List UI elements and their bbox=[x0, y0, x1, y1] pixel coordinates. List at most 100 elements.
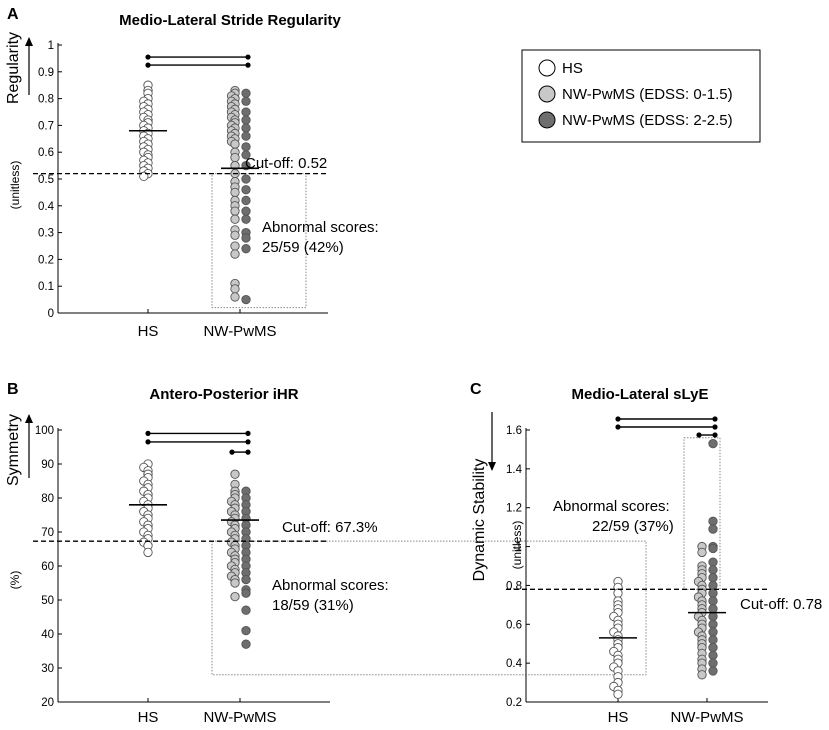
data-point bbox=[613, 689, 623, 699]
data-point bbox=[241, 206, 251, 216]
y-tick-label: 1 bbox=[516, 542, 522, 554]
panel-b: B Antero-Posterior iHR 20 30 40 50 60 70 80 90 100… bbox=[5, 381, 647, 726]
chart-title: Antero-Posterior iHR bbox=[149, 386, 298, 403]
x-category-label: NW-PwMS bbox=[203, 323, 276, 340]
legend-label-hs: HS bbox=[562, 60, 583, 77]
y-axis-unit: (unitless) bbox=[8, 161, 22, 210]
data-point bbox=[708, 524, 718, 534]
y-axis-label: Regularity bbox=[5, 32, 22, 104]
data-point bbox=[230, 139, 240, 149]
significance-bracket-end bbox=[245, 430, 251, 436]
y-tick-label: 60 bbox=[41, 561, 54, 573]
direction-arrow-head bbox=[488, 462, 496, 471]
significance-bracket-end bbox=[712, 432, 718, 438]
data-point bbox=[241, 233, 251, 243]
significance-bracket-end bbox=[615, 424, 621, 430]
abnormal-scores-label: Abnormal scores: bbox=[262, 219, 379, 236]
data-point bbox=[241, 115, 251, 125]
y-tick-label: 0.8 bbox=[506, 580, 522, 592]
data-point bbox=[241, 294, 251, 305]
significance-bracket-end bbox=[712, 416, 718, 422]
chart-title: Medio-Lateral Stride Regularity bbox=[119, 12, 341, 29]
x-category-label: HS bbox=[138, 323, 159, 340]
panel-c: C Medio-Lateral sLyE 0.2 0.4 0.6 0.8 1 1.2 1.4 1.… bbox=[470, 381, 822, 726]
legend-label-edss-high: NW-PwMS (EDSS: 2-2.5) bbox=[562, 112, 733, 129]
abnormal-scores-label: Abnormal scores: bbox=[553, 498, 670, 515]
data-point bbox=[241, 142, 251, 152]
significance-bracket-end bbox=[245, 449, 251, 455]
data-point bbox=[708, 573, 718, 583]
data-point bbox=[241, 107, 251, 117]
y-tick-label: 0.7 bbox=[38, 120, 54, 132]
data-point bbox=[241, 195, 251, 206]
data-point bbox=[230, 591, 240, 602]
data-point bbox=[708, 543, 718, 554]
x-category-label: NW-PwMS bbox=[670, 709, 743, 725]
data-point bbox=[241, 131, 251, 141]
data-point bbox=[241, 588, 251, 598]
data-point bbox=[241, 123, 251, 133]
data-point bbox=[230, 241, 240, 251]
y-tick-label: 0.3 bbox=[38, 228, 54, 240]
y-axis-unit: (unitless) bbox=[510, 521, 524, 570]
data-point bbox=[708, 619, 718, 629]
abnormal-scores-label: Abnormal scores: bbox=[272, 577, 389, 594]
data-point bbox=[241, 88, 251, 98]
panel-letter: A bbox=[7, 6, 19, 23]
panel-letter: B bbox=[7, 381, 19, 398]
y-tick-label: 50 bbox=[41, 595, 54, 607]
data-point bbox=[241, 96, 251, 106]
data-point bbox=[230, 249, 240, 259]
data-point bbox=[613, 588, 623, 598]
y-tick-label: 1.2 bbox=[506, 503, 522, 515]
data-point bbox=[708, 438, 718, 449]
data-point bbox=[230, 578, 240, 588]
y-tick-label: 0.4 bbox=[38, 201, 55, 213]
y-axis-unit: (%) bbox=[8, 571, 22, 590]
y-tick-label: 0.2 bbox=[38, 254, 54, 266]
data-point bbox=[708, 516, 718, 526]
data-point bbox=[708, 627, 718, 637]
y-axis-label: Symmetry bbox=[5, 414, 22, 486]
legend-swatch-edss-high bbox=[538, 111, 556, 129]
data-point bbox=[143, 547, 153, 558]
abnormal-scores-value: 22/59 (37%) bbox=[592, 518, 674, 535]
y-tick-label: 0.6 bbox=[38, 147, 54, 159]
y-tick-label: 0 bbox=[48, 308, 54, 320]
cutoff-label: Cut-off: 0.52 bbox=[245, 155, 327, 172]
data-point bbox=[241, 625, 251, 636]
data-point bbox=[230, 469, 240, 479]
significance-bracket-end bbox=[696, 432, 702, 438]
legend: HS NW-PwMS (EDSS: 0-1.5) NW-PwMS (EDSS: … bbox=[521, 49, 761, 143]
y-tick-label: 0.2 bbox=[506, 697, 522, 709]
cutoff-label: Cut-off: 67.3% bbox=[282, 519, 378, 536]
data-point bbox=[230, 187, 240, 198]
data-point bbox=[708, 588, 718, 598]
y-tick-label: 90 bbox=[41, 459, 54, 471]
panel-letter: C bbox=[470, 381, 482, 398]
data-point bbox=[708, 596, 718, 606]
data-point bbox=[241, 605, 251, 615]
data-point bbox=[697, 547, 707, 558]
data-point bbox=[708, 580, 718, 591]
significance-bracket-end bbox=[145, 439, 151, 445]
abnormal-scores-value: 18/59 (31%) bbox=[272, 597, 354, 614]
abnormal-scores-value: 25/59 (42%) bbox=[262, 239, 344, 256]
significance-bracket-end bbox=[145, 430, 151, 436]
significance-bracket-end bbox=[245, 62, 251, 68]
data-point bbox=[708, 565, 718, 575]
legend-label-edss-low: NW-PwMS (EDSS: 0-1.5) bbox=[562, 86, 733, 103]
data-point bbox=[241, 185, 251, 195]
y-tick-label: 1.4 bbox=[506, 464, 523, 476]
y-tick-label: 0.9 bbox=[38, 67, 54, 79]
data-point bbox=[708, 604, 718, 614]
significance-bracket-end bbox=[229, 449, 235, 455]
y-tick-label: 0.1 bbox=[38, 281, 54, 293]
data-point bbox=[708, 642, 718, 653]
legend-box bbox=[521, 49, 761, 143]
data-point bbox=[241, 639, 251, 649]
y-tick-label: 30 bbox=[41, 663, 54, 675]
y-tick-label: 70 bbox=[41, 527, 54, 539]
